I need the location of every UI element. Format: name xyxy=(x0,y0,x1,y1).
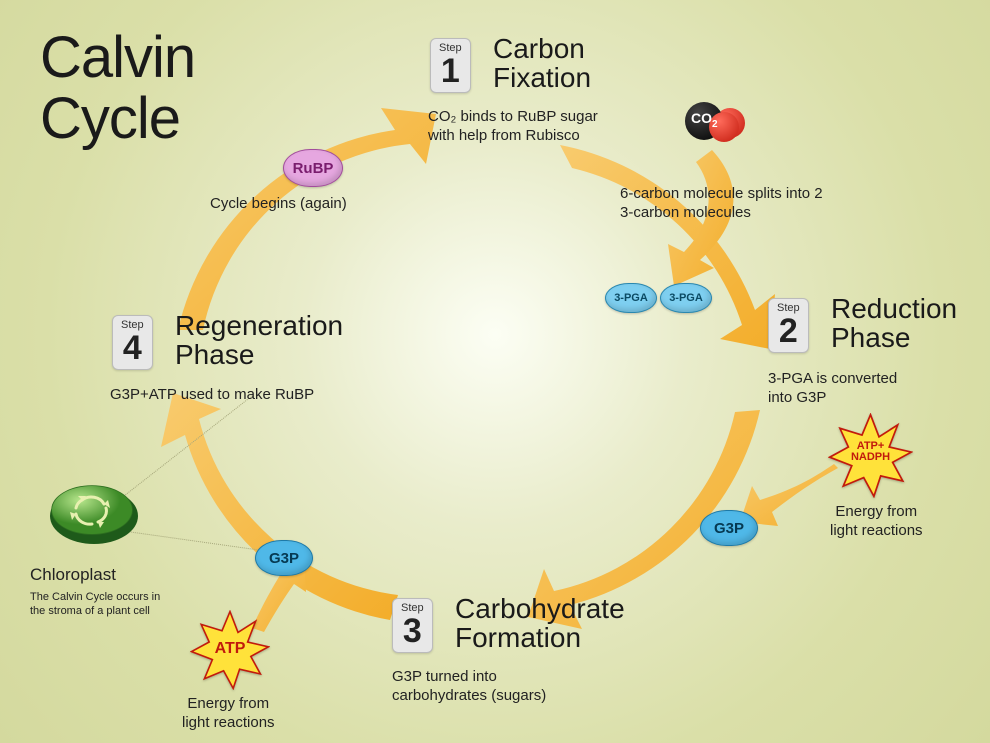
molecule-g3p-right: G3P xyxy=(700,510,758,546)
step2-desc: 3-PGA is converted into G3P xyxy=(768,370,897,408)
burst-atp-nadph: ATP+ NADPH xyxy=(828,413,913,498)
molecule-rubp: RuBP xyxy=(283,149,343,187)
burst-atp-nadph-caption: Energy from light reactions xyxy=(830,503,923,541)
step1-badge: Step 1 xyxy=(430,38,471,93)
step2-badge: Step 2 xyxy=(768,298,809,353)
burst-atp-caption: Energy from light reactions xyxy=(182,695,275,733)
step2-title: Reduction Phase xyxy=(831,294,957,353)
chloroplast-icon xyxy=(48,478,143,548)
burst-atp: ATP xyxy=(190,610,270,690)
molecule-3pga-1: 3-PGA xyxy=(605,283,657,313)
annotation-cycle-begins: Cycle begins (again) xyxy=(210,195,347,214)
molecule-3pga-2: 3-PGA xyxy=(660,283,712,313)
step3-title: Carbohydrate Formation xyxy=(455,594,625,653)
step4-badge: Step 4 xyxy=(112,315,153,370)
step1-title: Carbon Fixation xyxy=(493,34,591,93)
page-title: Calvin Cycle xyxy=(40,28,195,150)
atp-nadph-arrow xyxy=(740,464,838,526)
chloroplast-title: Chloroplast xyxy=(30,565,116,585)
step4-title: Regeneration Phase xyxy=(175,311,343,370)
step4-desc: G3P+ATP used to make RuBP xyxy=(110,386,314,405)
burst-atp-nadph-label: ATP+ NADPH xyxy=(828,441,913,463)
step1-desc: CO₂ binds to RuBP sugar with help from R… xyxy=(428,108,598,146)
molecule-g3p-left: G3P xyxy=(255,540,313,576)
chloroplast-desc: The Calvin Cycle occurs in the stroma of… xyxy=(30,590,160,619)
step3-badge: Step 3 xyxy=(392,598,433,653)
annotation-split: 6-carbon molecule splits into 2 3-carbon… xyxy=(620,185,823,223)
step3-desc: G3P turned into carbohydrates (sugars) xyxy=(392,668,546,706)
burst-atp-label: ATP xyxy=(190,640,270,658)
molecule-co2: CO2 xyxy=(685,102,755,142)
